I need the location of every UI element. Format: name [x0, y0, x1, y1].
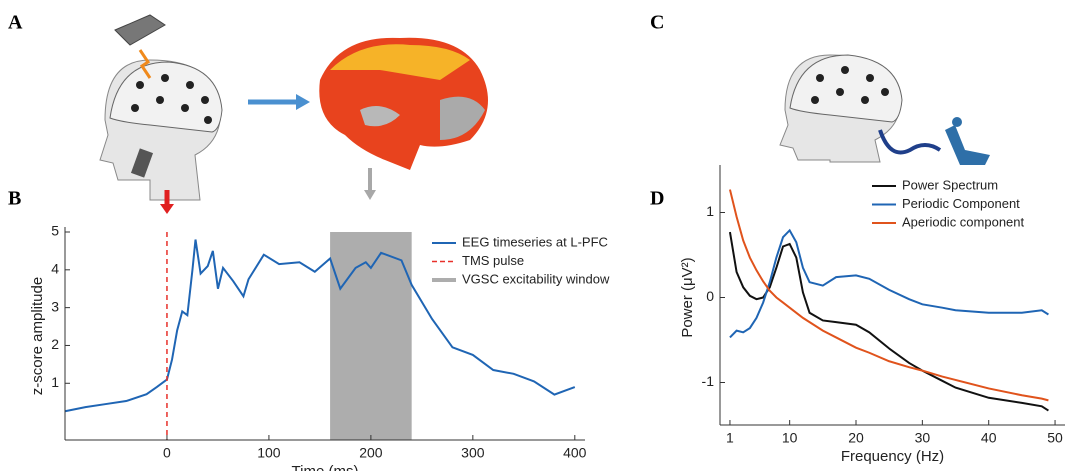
arrow — [364, 190, 376, 200]
x-tick-label: 40 — [981, 430, 997, 446]
y-tick-label: 5 — [51, 223, 59, 239]
y-tick-label: -1 — [702, 373, 715, 389]
panel-label: A — [8, 12, 23, 34]
legend-label: VGSC excitability window — [462, 271, 610, 286]
x-tick-label: 20 — [848, 430, 864, 446]
illustration-head — [99, 14, 223, 201]
x-tick-label: 1 — [726, 430, 734, 446]
y-tick-label: 4 — [51, 261, 59, 277]
series-line — [728, 231, 1049, 412]
x-axis-label: Time (ms) — [292, 463, 359, 471]
x-tick-label: 0 — [163, 445, 171, 461]
x-tick-label: 100 — [257, 445, 281, 461]
panel-label: C — [650, 12, 664, 34]
series-line — [64, 239, 576, 413]
y-tick-label: 1 — [51, 374, 59, 390]
x-tick-label: 400 — [563, 445, 587, 461]
x-tick-label: 30 — [915, 430, 931, 446]
legend-label: Aperiodic component — [902, 214, 1025, 229]
y-axis-label: z-score amplitude — [29, 277, 46, 395]
excitability-window — [330, 232, 412, 440]
y-tick-label: 3 — [51, 298, 59, 314]
illustration-brain — [319, 37, 488, 171]
arrow — [160, 204, 174, 214]
legend-label: Power Spectrum — [902, 177, 998, 192]
legend-label: EEG timeseries at L-PFC — [462, 234, 608, 249]
y-axis-label: Power (μV²) — [679, 257, 696, 337]
arrow — [296, 94, 310, 110]
panel-label: B — [8, 188, 21, 210]
y-tick-label: 2 — [51, 336, 59, 352]
x-axis-label: Frequency (Hz) — [841, 448, 944, 465]
y-tick-label: 0 — [706, 288, 714, 304]
y-tick-label: 1 — [706, 203, 714, 219]
x-tick-label: 10 — [782, 430, 798, 446]
legend-label: TMS pulse — [462, 253, 524, 268]
series-line — [728, 189, 1049, 402]
x-tick-label: 200 — [359, 445, 383, 461]
x-tick-label: 300 — [461, 445, 485, 461]
legend-label: Periodic Component — [902, 196, 1020, 211]
x-tick-label: 50 — [1047, 430, 1063, 446]
series-line — [729, 228, 1049, 339]
panel-label: D — [650, 188, 664, 210]
illustration-head — [779, 54, 990, 165]
